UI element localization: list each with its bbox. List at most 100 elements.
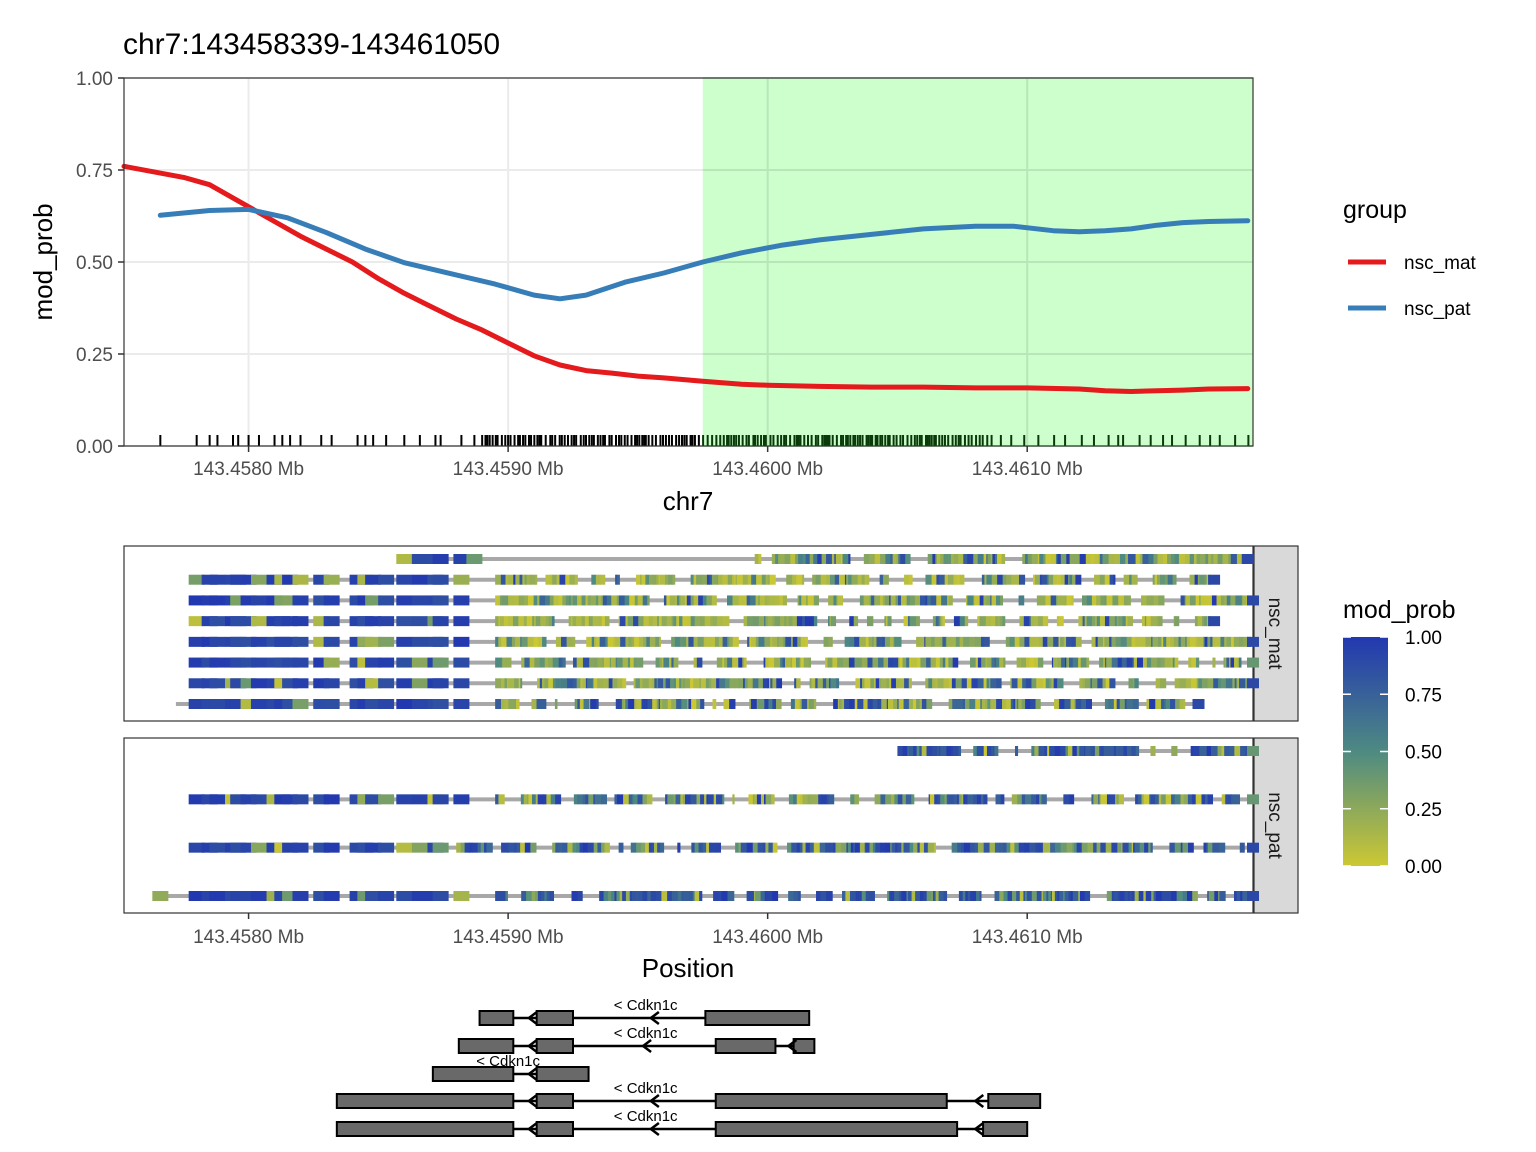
cpg-cell [1095,636,1099,647]
cpg-cell [920,595,926,606]
cpg-cell [865,636,870,647]
cpg-cell [1126,699,1130,709]
cpg-cell [432,595,449,606]
cpg-cell [595,574,602,585]
cpg-cell [1155,891,1163,901]
cpg-cell [1119,891,1126,901]
cpg-cell [986,554,989,564]
cpg-cell [1065,657,1067,668]
cpg-cell [1027,554,1031,564]
cpg-cell [980,699,983,709]
cpg-cell [977,616,981,627]
cpg-cell [501,842,508,853]
cpg-cell [250,616,267,627]
cpg-cell [963,554,968,564]
cpg-cell [833,595,837,606]
cpg-cell [550,794,556,805]
cpg-cell [1196,616,1199,627]
cpg-cell [1115,746,1121,756]
cpg-cell [950,746,954,756]
cpg-cell [378,574,395,585]
cpg-cell [1060,636,1065,647]
cpg-cell [1018,574,1026,585]
cpg-cell [749,699,752,709]
strand-arrow [648,1011,660,1025]
cpg-cell [572,616,577,627]
colorbar: mod_prob 1.000.750.500.250.00 [1343,596,1456,878]
cpg-cell [1001,554,1006,564]
cpg-cell [967,554,974,564]
cpg-cell [1215,746,1219,756]
cpg-cell [641,699,649,709]
cpg-cell [937,678,945,689]
cpg-cell [804,636,808,647]
cpg-cell [696,699,701,709]
cpg-cell [640,842,646,853]
cpg-cell [642,678,650,689]
cpg-cell [1127,595,1131,606]
cpg-cell [524,842,531,853]
cpg-cell [542,636,547,647]
cpg-cell [958,794,962,805]
cpg-cell [240,794,257,805]
cpg-cell [765,842,770,853]
cpg-cell [1031,794,1034,805]
cpg-cell [810,794,816,805]
cpg-cell [1224,636,1228,647]
cpg-cell [760,891,766,901]
cpg-cell [1074,699,1077,709]
cpg-cell [898,595,902,606]
cpg-cell [516,842,521,853]
cpg-cell [939,746,941,756]
strand-arrow [526,1039,538,1053]
cpg-cell [1046,891,1049,901]
cpg-cell [916,746,920,756]
cpg-cell [761,574,767,585]
cpg-cell [862,678,865,689]
cpg-cell [946,636,952,647]
transcript: < Cdkn1c [457,1025,816,1054]
cpg-cell [230,842,247,853]
cpg-cell [1006,699,1012,709]
colorbar-tick-label: 0.25 [1405,800,1442,821]
cpg-cell [1199,746,1206,756]
cpg-cell [649,636,656,647]
cpg-cell [282,595,299,606]
cpg-cell [1011,891,1017,901]
cpg-cell [932,554,936,564]
cpg-cell [792,636,798,647]
cpg-cell [605,636,609,647]
cpg-cell [636,842,642,853]
cpg-cell [992,554,996,564]
cpg-cell [1163,554,1168,564]
cpg-cell [548,678,554,689]
cpg-cell [849,636,855,647]
cpg-cell [841,554,844,564]
cpg-cell [544,657,549,668]
x-tick-label: 143.4580 Mb [193,459,304,480]
cpg-cell [1014,842,1020,853]
cpg-cell [1124,891,1129,901]
cpg-cell [709,574,713,585]
cpg-cell [881,574,884,585]
cpg-cell [752,678,759,689]
cpg-cell [983,554,987,564]
cpg-cell [292,891,309,901]
cpg-cell [1035,842,1040,853]
cpg-cell [535,574,538,585]
cpg-cell [693,595,699,606]
cpg-cell [508,699,515,709]
cpg-cell [1064,699,1072,709]
gene-track: < Cdkn1c< Cdkn1c< Cdkn1c< Cdkn1c< Cdkn1c [335,997,1042,1137]
cpg-cell [323,842,340,853]
cpg-cell [477,842,482,853]
cpg-cell [652,699,657,709]
cpg-cell [618,616,621,627]
cpg-cell [829,842,834,853]
cpg-cell [638,616,645,627]
cpg-cell [282,842,299,853]
cpg-cell [1182,891,1188,901]
cpg-cell [897,699,900,709]
cpg-cell [871,595,875,606]
cpg-cell [623,794,630,805]
